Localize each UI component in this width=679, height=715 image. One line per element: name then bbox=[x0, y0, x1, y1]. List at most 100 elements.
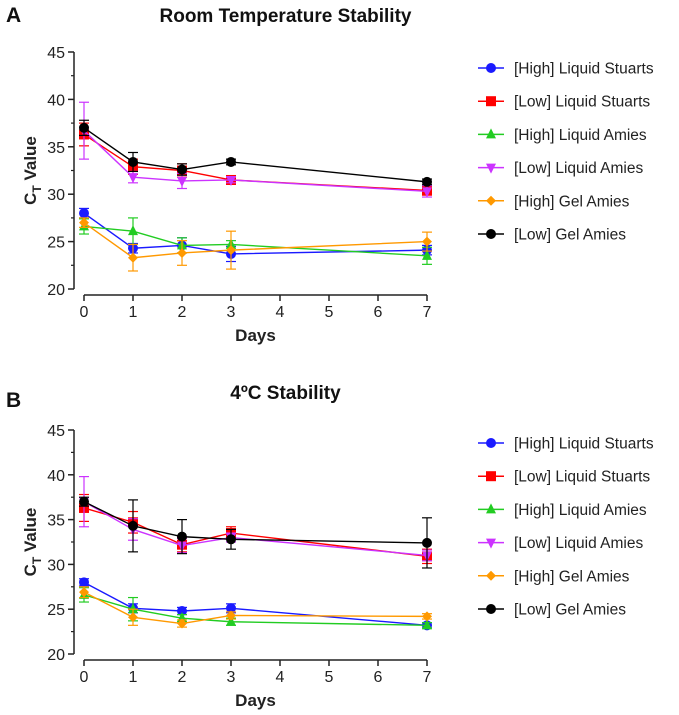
x-tick-label: 7 bbox=[423, 669, 432, 686]
x-tick-label: 5 bbox=[325, 669, 334, 686]
y-tick-label: 30 bbox=[47, 187, 65, 204]
y-tick-label: 35 bbox=[47, 140, 65, 157]
legend-item: [High] Liquid Amies bbox=[478, 502, 647, 519]
x-tick-label: 0 bbox=[80, 304, 89, 321]
data-point bbox=[226, 603, 236, 614]
x-tick-label: 0 bbox=[80, 669, 89, 686]
data-point bbox=[128, 173, 138, 184]
data-point bbox=[226, 245, 236, 256]
series-3 bbox=[79, 101, 432, 198]
legend-marker bbox=[486, 229, 496, 239]
legend-label: [High] Gel Amies bbox=[514, 193, 630, 210]
legend-marker bbox=[486, 96, 496, 107]
legend-marker bbox=[486, 128, 496, 139]
legend-marker bbox=[486, 604, 496, 614]
x-tick-label: 5 bbox=[325, 304, 334, 321]
data-point bbox=[422, 619, 432, 630]
y-axis-label-rest: Value bbox=[21, 136, 40, 185]
data-point bbox=[79, 577, 89, 588]
y-axis-label-sub: T bbox=[30, 556, 44, 564]
data-point bbox=[177, 605, 187, 616]
data-point bbox=[128, 612, 138, 623]
y-axis-label-sub: T bbox=[30, 185, 44, 193]
x-tick-label: 4 bbox=[276, 669, 285, 686]
y-axis-label-main: C bbox=[21, 564, 40, 576]
legend-label: [Low] Gel Amies bbox=[514, 602, 626, 619]
y-axis-label: CT Value bbox=[21, 136, 44, 205]
legend-item: [High] Gel Amies bbox=[478, 193, 630, 210]
legend-item: [Low] Gel Amies bbox=[478, 227, 626, 244]
series-5 bbox=[79, 119, 432, 187]
legend-item: [High] Gel Amies bbox=[478, 568, 630, 585]
legend-label: [High] Liquid Amies bbox=[514, 502, 647, 519]
y-axis-label-main: C bbox=[21, 193, 40, 205]
legend-marker bbox=[486, 195, 496, 206]
chart-title: Room Temperature Stability bbox=[160, 6, 412, 27]
legend-item: [High] Liquid Stuarts bbox=[478, 436, 654, 453]
x-tick-label: 1 bbox=[129, 669, 138, 686]
legend-label: [Low] Liquid Amies bbox=[514, 160, 643, 177]
legend-label: [High] Liquid Amies bbox=[514, 127, 647, 144]
y-tick-label: 40 bbox=[47, 92, 65, 109]
data-point bbox=[422, 537, 432, 548]
series-line bbox=[83, 507, 428, 558]
legend-label: [Low] Liquid Amies bbox=[514, 535, 643, 552]
legend-marker bbox=[486, 570, 496, 581]
legend-marker bbox=[486, 538, 496, 549]
x-axis-label: Days bbox=[235, 326, 276, 345]
data-point bbox=[79, 496, 89, 507]
legend-item: [High] Liquid Stuarts bbox=[478, 61, 654, 78]
legend-item: [Low] Gel Amies bbox=[478, 602, 626, 619]
data-point bbox=[422, 187, 432, 198]
legend-label: [Low] Gel Amies bbox=[514, 227, 626, 244]
data-point bbox=[177, 618, 187, 629]
data-point bbox=[226, 534, 236, 545]
legend-item: [Low] Liquid Amies bbox=[478, 535, 643, 552]
legend-item: [Low] Liquid Amies bbox=[478, 160, 643, 177]
data-point bbox=[177, 531, 187, 542]
data-point bbox=[177, 164, 187, 175]
data-point bbox=[79, 208, 89, 219]
series-2 bbox=[79, 587, 432, 630]
series-4 bbox=[79, 586, 432, 629]
data-point bbox=[177, 176, 187, 187]
legend-item: [Low] Liquid Stuarts bbox=[478, 94, 650, 111]
data-point bbox=[226, 610, 236, 621]
y-axis-label: CT Value bbox=[21, 508, 44, 577]
data-point bbox=[128, 520, 138, 531]
legend-marker bbox=[486, 63, 496, 73]
y-tick-label: 20 bbox=[47, 647, 65, 664]
panel-label-a: A bbox=[6, 4, 22, 27]
x-tick-label: 2 bbox=[178, 304, 187, 321]
data-point bbox=[177, 247, 187, 258]
data-point bbox=[79, 587, 89, 598]
legend-marker bbox=[486, 503, 496, 514]
data-point bbox=[128, 603, 138, 614]
data-point bbox=[79, 217, 89, 228]
panel-a: A Room Temperature Stability 20 25 30 35 40 45… bbox=[0, 0, 679, 357]
data-point bbox=[226, 156, 236, 167]
x-tick-label: 3 bbox=[227, 304, 236, 321]
y-tick-label: 25 bbox=[47, 235, 65, 252]
data-point bbox=[226, 175, 236, 186]
y-tick-label: 45 bbox=[47, 423, 65, 440]
x-tick-label: 2 bbox=[178, 669, 187, 686]
y-tick-label: 45 bbox=[47, 45, 65, 62]
series-4 bbox=[79, 217, 432, 272]
series-3 bbox=[79, 475, 432, 562]
y-axis-label-rest: Value bbox=[21, 508, 40, 557]
legend-marker bbox=[486, 163, 496, 174]
chart-title: 4ºC Stability bbox=[230, 383, 341, 404]
data-point bbox=[79, 122, 89, 133]
x-tick-label: 6 bbox=[374, 669, 383, 686]
legend-label: [High] Gel Amies bbox=[514, 568, 630, 585]
x-tick-label: 3 bbox=[227, 669, 236, 686]
data-point bbox=[422, 611, 432, 622]
data-point bbox=[128, 156, 138, 167]
data-point bbox=[422, 249, 432, 260]
x-tick-label: 6 bbox=[374, 304, 383, 321]
x-tick-label: 7 bbox=[423, 304, 432, 321]
x-tick-label: 4 bbox=[276, 304, 285, 321]
